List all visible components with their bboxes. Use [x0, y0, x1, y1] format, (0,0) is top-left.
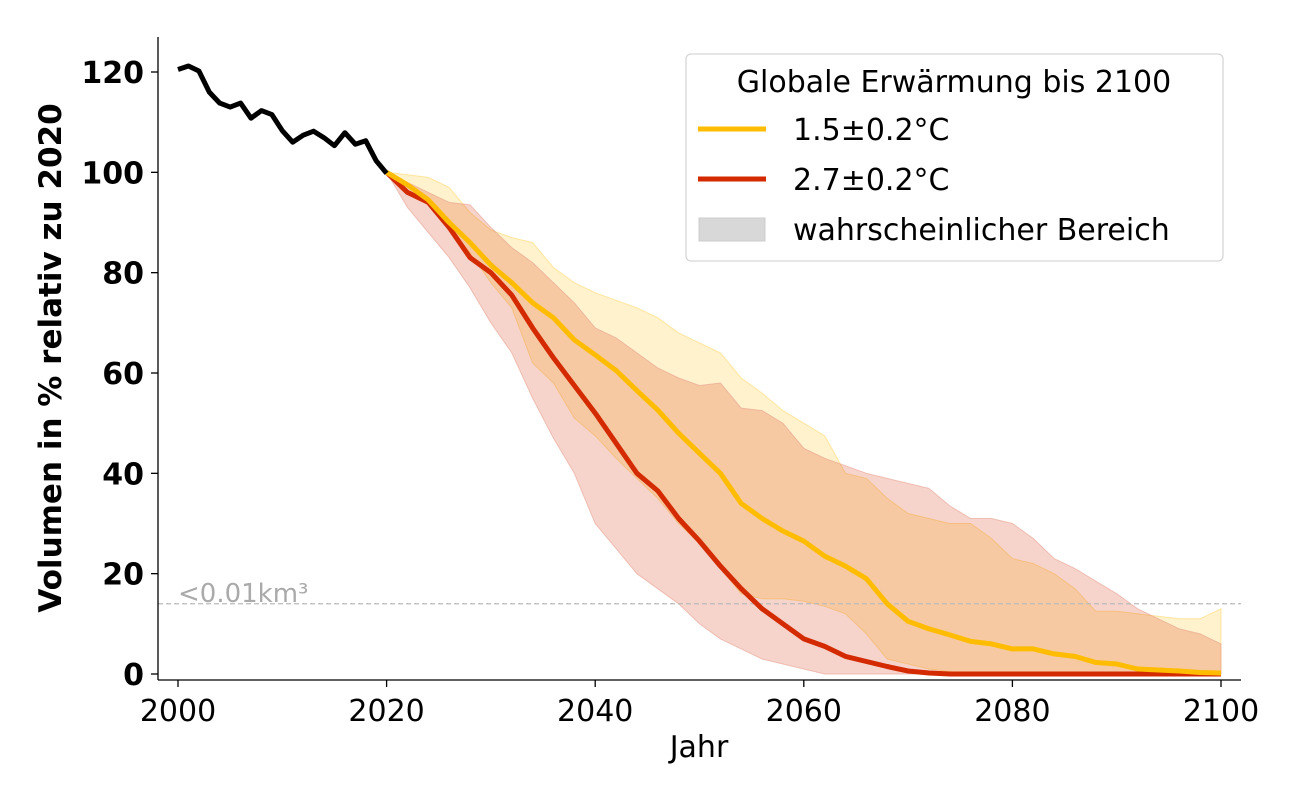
historical-line: [177, 63, 389, 175]
uncertainty-bands: [384, 171, 1222, 675]
x-axis-label: Jahr: [668, 730, 729, 765]
x-tick-label: 2020: [348, 694, 424, 729]
legend-box: [685, 53, 1224, 262]
y-tick-label: 0: [123, 658, 144, 693]
x-tick-label: 2100: [1183, 694, 1259, 729]
y-tick-label: 20: [102, 558, 144, 593]
legend-title: Globale Erwärmung bis 2100: [737, 65, 1171, 100]
x-tick-label: 2000: [140, 694, 216, 729]
y-tick-label: 80: [102, 257, 144, 292]
y-tick-label: 120: [81, 56, 144, 91]
y-tick-label: 100: [81, 156, 144, 191]
median-line-2.7±0.2°C: [384, 170, 1221, 677]
median-line-1.5±0.2°C: [385, 170, 1222, 676]
band-2.7±0.2°C: [385, 171, 1222, 675]
legend-label-range: wahrscheinlicher Bereich: [793, 213, 1170, 248]
legend: Globale Erwärmung bis 2100 1.5±0.2°C 2.7…: [685, 53, 1224, 262]
x-tick-label: 2080: [974, 694, 1050, 729]
band-1.5±0.2°C: [384, 171, 1222, 675]
legend-label-1-5: 1.5±0.2°C: [793, 113, 950, 148]
y-tick-label: 40: [102, 457, 144, 492]
x-tick-label: 2040: [557, 694, 633, 729]
reference-line-label: <0.01km³: [178, 579, 308, 609]
legend-label-2-7: 2.7±0.2°C: [793, 163, 950, 198]
x-tick-label: 2060: [766, 694, 842, 729]
legend-swatch-range: [698, 217, 766, 242]
median-lines: [177, 63, 1222, 677]
y-axis-label: Volumen in % relativ zu 2020: [33, 103, 69, 612]
y-tick-label: 60: [102, 357, 144, 392]
